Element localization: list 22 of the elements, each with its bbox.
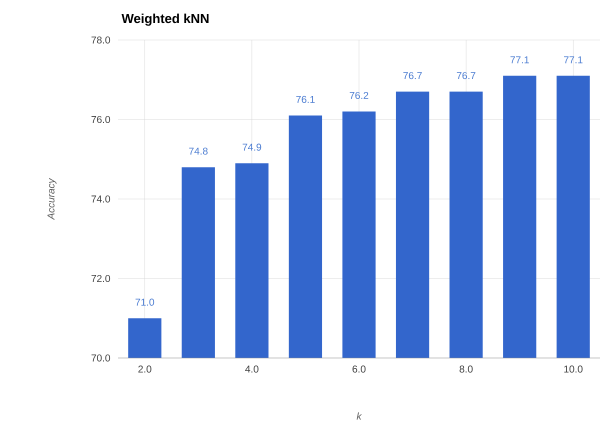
y-tick-label: 70.0 (92, 354, 110, 362)
y-axis-title: Accuracy (48, 178, 56, 220)
data-label: 77.1 (564, 56, 582, 64)
y-tick-label: 78.0 (92, 36, 110, 44)
x-tick-label: 4.0 (245, 366, 258, 373)
data-label: 76.7 (456, 72, 476, 80)
chart-title: Weighted kNN (122, 14, 209, 26)
x-tick-label: 2.0 (138, 366, 152, 373)
data-label: 76.1 (296, 96, 315, 103)
data-label: 77.1 (510, 56, 529, 64)
x-tick-label: 10.0 (564, 366, 583, 373)
data-label: 74.9 (242, 144, 262, 151)
data-label: 74.8 (189, 148, 208, 155)
x-axis-title: k (356, 412, 362, 420)
x-tick-label: 6.0 (352, 366, 366, 373)
y-tick-label: 74.0 (92, 195, 110, 203)
data-label: 76.2 (350, 92, 368, 100)
data-label: 71.0 (136, 298, 154, 306)
data-label: 76.7 (403, 72, 422, 80)
x-tick-label: 8.0 (460, 366, 473, 373)
y-tick-label: 72.0 (92, 274, 110, 282)
y-tick-label: 76.0 (92, 116, 110, 124)
